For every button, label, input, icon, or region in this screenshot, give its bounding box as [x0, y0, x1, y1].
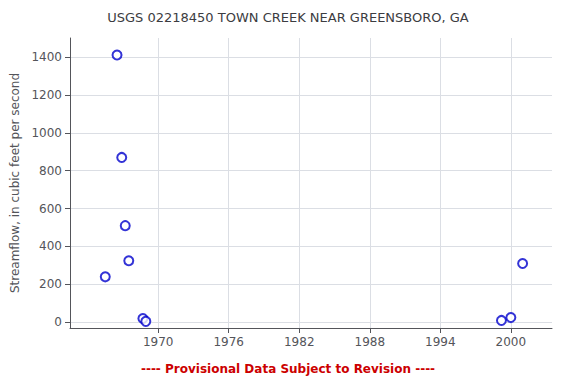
- svg-text:1400: 1400: [31, 50, 62, 64]
- svg-text:600: 600: [39, 202, 62, 216]
- svg-text:200: 200: [39, 277, 62, 291]
- svg-text:1200: 1200: [31, 88, 62, 102]
- svg-text:1000: 1000: [31, 126, 62, 140]
- svg-text:Streamflow, in cubic feet per: Streamflow, in cubic feet per second: [8, 73, 22, 293]
- svg-text:2000: 2000: [496, 335, 527, 349]
- svg-text:800: 800: [39, 164, 62, 178]
- svg-text:---- Provisional Data Subject: ---- Provisional Data Subject to Revisio…: [141, 362, 435, 376]
- svg-text:1988: 1988: [355, 335, 386, 349]
- svg-text:0: 0: [54, 315, 62, 329]
- svg-text:1982: 1982: [284, 335, 315, 349]
- svg-text:1970: 1970: [143, 335, 174, 349]
- svg-text:1994: 1994: [425, 335, 456, 349]
- svg-text:USGS 02218450 TOWN CREEK NEAR: USGS 02218450 TOWN CREEK NEAR GREENSBORO…: [107, 10, 469, 25]
- svg-text:400: 400: [39, 239, 62, 253]
- svg-text:1976: 1976: [213, 335, 244, 349]
